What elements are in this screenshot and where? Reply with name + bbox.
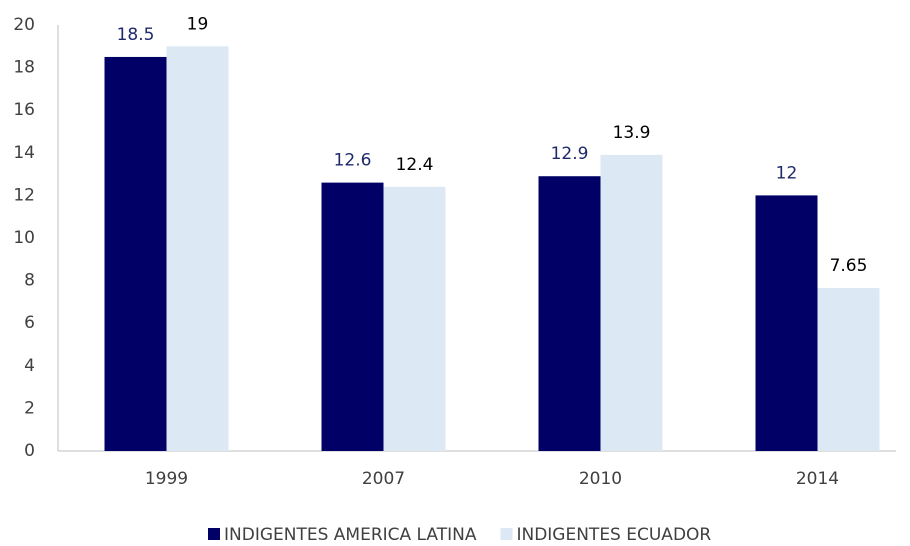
data-label: 18.5 [117,25,155,45]
bar [166,46,229,452]
y-tick-label: 12 [13,185,35,205]
y-tick-label: 2 [24,398,35,418]
data-label: 12.4 [396,155,434,175]
legend-swatch [208,528,220,540]
bar [600,154,663,451]
y-tick-label: 18 [13,58,35,78]
data-label: 13.9 [613,123,651,143]
y-tick-label: 10 [13,228,35,248]
y-tick-label: 6 [24,313,35,333]
data-label: 19 [187,14,209,34]
legend-label: INDIGENTES AMERICA LATINA [224,525,477,542]
data-label: 12.6 [334,151,372,171]
y-tick-label: 0 [24,441,35,461]
bar [104,56,167,451]
x-tick-label: 2007 [362,469,405,489]
bar [321,182,384,451]
y-tick-label: 16 [13,100,35,120]
x-tick-label: 2014 [796,469,839,489]
bar [538,176,601,452]
legend-label: INDIGENTES ECUADOR [516,525,711,542]
y-tick-label: 4 [24,356,35,376]
bar [755,195,818,451]
y-tick-label: 20 [13,15,35,35]
data-label: 7.65 [830,256,868,276]
y-tick-label: 14 [13,143,35,163]
data-label: 12.9 [551,144,589,164]
x-tick-label: 1999 [145,469,188,489]
bar [817,288,880,451]
bar [383,186,446,451]
x-tick-label: 2010 [579,469,622,489]
y-tick-label: 8 [24,271,35,291]
data-label: 12 [776,163,798,183]
legend-swatch [500,528,513,540]
